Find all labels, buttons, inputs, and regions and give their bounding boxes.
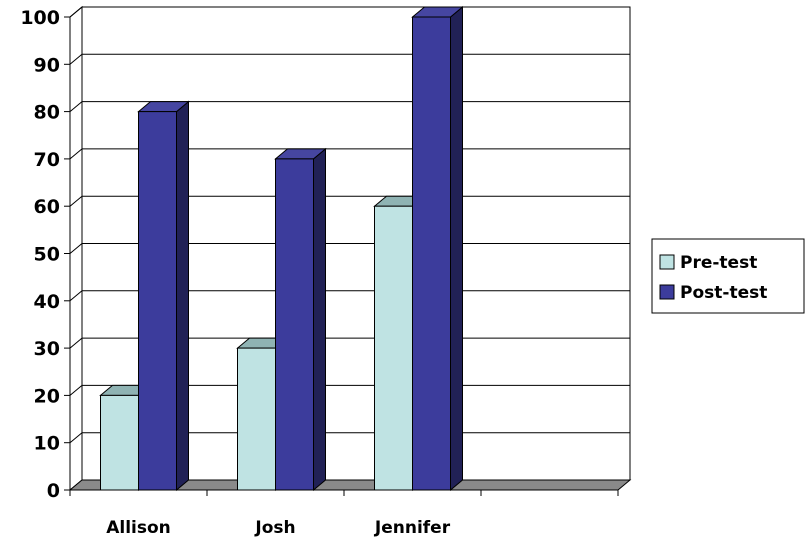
bar-side [176,100,189,492]
legend: Pre-test Post-test [651,238,805,314]
gridline-diag [69,148,83,160]
x-category-labels: Allison Josh Jennifer [106,518,450,538]
gridline-diag [69,101,83,112]
y-tick-label: 100 [20,7,60,29]
bar-side [450,5,463,492]
y-tick-label: 30 [34,338,60,360]
gridline-diag [69,432,83,444]
gridline-diag [69,243,83,254]
bar [100,394,139,491]
legend-swatch [659,254,675,270]
y-tick-label: 20 [34,385,60,407]
y-tick-label: 60 [34,196,60,218]
bar [138,111,177,491]
gridline-diag [69,337,83,349]
gridline-diag [69,290,83,302]
legend-label: Post-test [680,283,767,303]
y-tick-label: 70 [34,149,60,171]
y-tick-label: 10 [34,433,60,455]
x-category-label: Josh [254,518,295,538]
gridline-diag [69,6,83,18]
bar [237,347,276,491]
gridline-diag [69,195,83,207]
x-category-label: Allison [106,518,171,538]
bar [412,16,451,491]
y-tick-label: 40 [34,291,60,313]
bar [275,158,314,491]
y-tick-label: 80 [34,102,60,124]
gridline-diag [69,385,83,396]
x-category-label: Jennifer [374,518,451,538]
legend-label: Pre-test [680,253,757,273]
bars [99,5,464,492]
y-tick-labels: 0 10 20 30 40 50 60 70 80 90 100 [20,7,60,502]
bar [374,205,413,491]
gridline-diag [69,53,83,65]
legend-swatch [659,284,675,300]
legend-box [651,238,805,314]
y-tick-label: 0 [47,480,60,502]
y-tick-label: 50 [34,244,60,266]
bar-side [313,147,326,492]
y-tick-label: 90 [34,54,60,76]
